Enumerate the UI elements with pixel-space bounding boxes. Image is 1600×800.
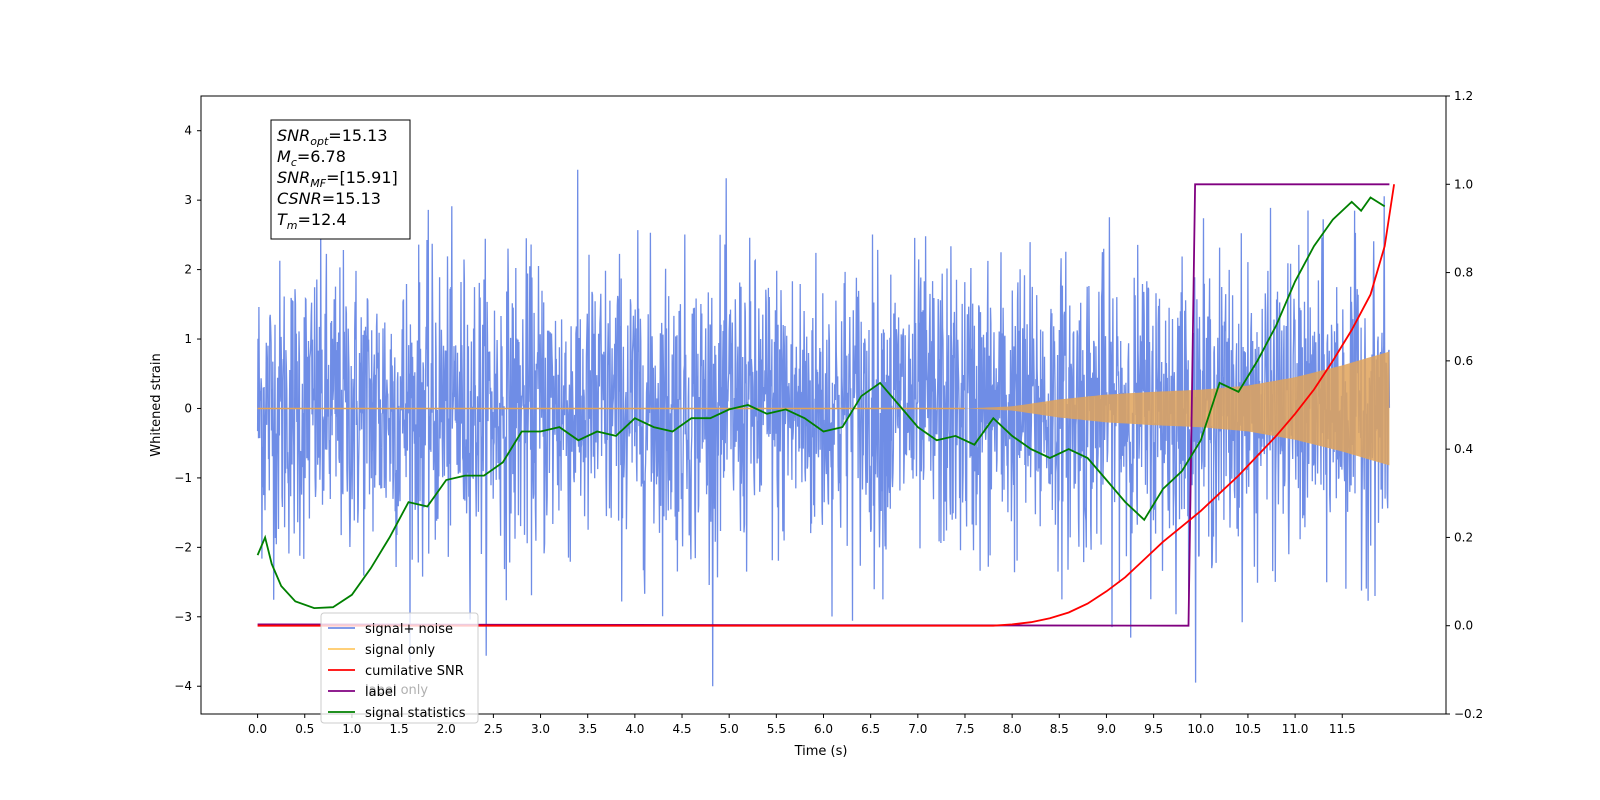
x-tick-label: 9.0 (1097, 722, 1116, 736)
annotation-line: SNRopt=15.13 (277, 126, 388, 148)
x-tick-label: 4.0 (625, 722, 644, 736)
series-signal-only (257, 351, 1390, 466)
x-tick-label: 1.5 (390, 722, 409, 736)
y-tick-label: 0 (184, 401, 192, 415)
y2-tick-label: 1.0 (1454, 177, 1473, 191)
cumulative-snr-line (257, 184, 1395, 627)
annotation-box: SNRopt=15.13Mc=6.78SNRMF=[15.91]CSNR=15.… (270, 119, 411, 240)
annotation-line: SNRMF=[15.91] (277, 168, 398, 190)
x-tick-label: 5.0 (720, 722, 739, 736)
y2-tick-label: −0.2 (1454, 707, 1483, 721)
y2-tick-label: 0.4 (1454, 442, 1473, 456)
x-tick-label: 0.5 (295, 722, 314, 736)
legend-entry-label: signal+ noise (365, 622, 453, 637)
y-axis-label: Whitened strain (149, 353, 164, 456)
x-tick-label: 9.5 (1144, 722, 1163, 736)
y2-tick-label: 1.2 (1454, 89, 1473, 103)
y-tick-label: 2 (184, 263, 192, 277)
x-tick-label: 10.0 (1187, 722, 1214, 736)
x-tick-label: 3.0 (531, 722, 550, 736)
legend-entry-label: label (365, 685, 396, 700)
y-tick-label: 1 (184, 332, 192, 346)
x-tick-label: 10.5 (1235, 722, 1262, 736)
x-tick-label: 7.0 (908, 722, 927, 736)
signal-only-envelope (965, 351, 1390, 466)
y-tick-label: −4 (174, 679, 192, 693)
y-tick-label: 4 (184, 124, 192, 138)
y2-tick-label: 0.6 (1454, 354, 1473, 368)
x-tick-label: 2.0 (437, 722, 456, 736)
annotation-line: Tm=12.4 (277, 210, 347, 232)
x-tick-label: 4.5 (672, 722, 691, 736)
signal-statistics-line (256, 196, 1386, 610)
x-tick-label: 11.0 (1282, 722, 1309, 736)
legend-overlapped-text: label only (365, 683, 428, 698)
x-tick-label: 0.0 (248, 722, 267, 736)
x-tick-label: 7.5 (955, 722, 974, 736)
y2-tick-label: 0.0 (1454, 619, 1473, 633)
x-tick-label: 2.5 (484, 722, 503, 736)
y-tick-label: 3 (184, 193, 192, 207)
x-tick-label: 8.0 (1003, 722, 1022, 736)
x-tick-label: 1.0 (342, 722, 361, 736)
x-tick-label: 11.5 (1329, 722, 1356, 736)
x-axis-ticks: 0.0 0.5 1.0 1.5 2.0 2.5 3.0 3.5 4.0 4.5 5.0 5.5 6.0 6… (248, 714, 1356, 736)
y-tick-label: −2 (174, 540, 192, 554)
y-tick-label: −3 (174, 610, 192, 624)
annotation-line: Mc=6.78 (277, 147, 346, 169)
x-tick-label: 5.5 (767, 722, 786, 736)
y2-tick-label: 0.2 (1454, 530, 1473, 544)
right-axis-series (256, 183, 1395, 627)
y-axis-ticks: −4 −3 −2 −1 0 1 2 3 4 (174, 124, 201, 693)
legend-entry-label: signal only (365, 643, 435, 658)
legend-entry-label: signal statistics (365, 706, 466, 721)
annotation-line: CSNR=15.13 (277, 189, 381, 208)
x-tick-label: 6.5 (861, 722, 880, 736)
legend: label only signal+ noise signal only cumil… (320, 612, 479, 724)
y-tick-label: −1 (174, 471, 192, 485)
x-tick-label: 6.0 (814, 722, 833, 736)
y2-tick-label: 0.8 (1454, 266, 1473, 280)
x-tick-label: 3.5 (578, 722, 597, 736)
y2-axis-ticks: −0.2 0.0 0.2 0.4 0.6 0.8 1.0 1.2 (1446, 89, 1483, 721)
x-axis-label: Time (s) (794, 744, 848, 759)
legend-entry-label: cumilative SNR (365, 664, 464, 679)
x-tick-label: 8.5 (1050, 722, 1069, 736)
